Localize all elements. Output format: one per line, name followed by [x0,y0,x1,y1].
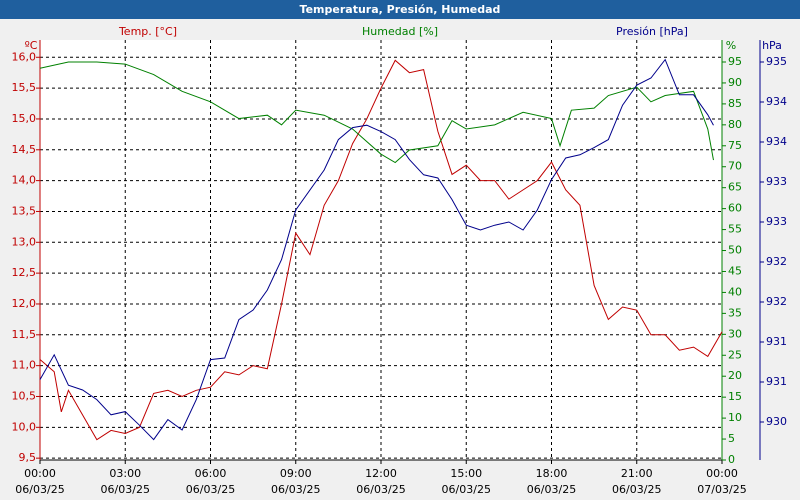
x-tick-date: 07/03/25 [697,483,746,496]
y2-tick-label: 90 [728,76,742,89]
x-tick-date: 06/03/25 [15,483,64,496]
y3-tick-label: 930 [766,415,787,428]
x-tick-label: 09:00 [280,467,312,480]
y-tick-label: 13,0 [12,235,37,248]
y-tick-label: 10,5 [12,389,37,402]
x-tick-label: 06:00 [195,467,227,480]
x-tick-date: 06/03/25 [101,483,150,496]
y3-tick-label: 932 [766,255,787,268]
y2-tick-label: 85 [728,97,742,110]
chart-title: Temperatura, Presión, Humedad [300,3,501,16]
y2-tick-label: 30 [728,327,742,340]
x-tick-date: 06/03/25 [271,483,320,496]
y-tick-label: 13,5 [12,204,37,217]
y3-tick-label: 934 [766,95,787,108]
y2-tick-label: 60 [728,202,742,215]
y3-tick-label: 932 [766,295,787,308]
series-line [39,61,714,164]
y2-tick-label: 75 [728,139,742,152]
y-tick-label: 14,5 [12,143,37,156]
y3-axis-title: Presión [hPa] [616,25,688,38]
y3-tick-label: 933 [766,215,787,228]
x-tick-label: 15:00 [450,467,482,480]
x-tick-label: 18:00 [536,467,568,480]
y-tick-label: 15,0 [12,112,37,125]
title-bar [0,0,800,19]
y-tick-label: 12,5 [12,266,37,279]
y2-unit: % [726,39,736,52]
y-tick-label: 10,0 [12,420,37,433]
y2-tick-label: 95 [728,55,742,68]
y3-tick-label: 931 [766,375,787,388]
x-tick-date: 06/03/25 [612,483,661,496]
y2-tick-label: 15 [728,390,742,403]
x-tick-label: 00:00 [706,467,738,480]
x-tick-date: 06/03/25 [527,483,576,496]
y-axis-title: Temp. [°C] [118,25,177,38]
y2-tick-label: 65 [728,181,742,194]
y-unit: ºC [25,39,38,52]
series-line [39,58,714,441]
x-tick-label: 21:00 [621,467,653,480]
x-tick-date: 06/03/25 [442,483,491,496]
y3-tick-label: 931 [766,335,787,348]
y2-tick-label: 80 [728,118,742,131]
x-tick-label: 00:00 [24,467,56,480]
y2-tick-label: 40 [728,285,742,298]
y2-tick-label: 50 [728,244,742,257]
x-tick-date: 06/03/25 [356,483,405,496]
y2-tick-label: 25 [728,348,742,361]
y2-tick-label: 20 [728,369,742,382]
y-tick-label: 15,5 [12,81,37,94]
y-tick-label: 9,5 [19,451,37,464]
y2-tick-label: 70 [728,160,742,173]
y2-tick-label: 5 [728,432,735,445]
series-line [39,59,723,441]
y-tick-label: 12,0 [12,297,37,310]
y2-tick-label: 35 [728,306,742,319]
x-tick-date: 06/03/25 [186,483,235,496]
y3-unit: hPa [762,39,782,52]
y2-tick-label: 45 [728,264,742,277]
y-tick-label: 14,0 [12,174,37,187]
y-tick-label: 16,0 [12,50,37,63]
y3-tick-label: 935 [766,55,787,68]
x-tick-label: 12:00 [365,467,397,480]
y2-tick-label: 55 [728,223,742,236]
x-tick-label: 03:00 [109,467,141,480]
y3-tick-label: 933 [766,175,787,188]
y2-tick-label: 0 [728,453,735,466]
y2-axis-title: Humedad [%] [362,25,438,38]
y2-tick-label: 10 [728,411,742,424]
y3-tick-label: 934 [766,135,787,148]
y-tick-label: 11,0 [12,359,37,372]
y-tick-label: 11,5 [12,328,37,341]
